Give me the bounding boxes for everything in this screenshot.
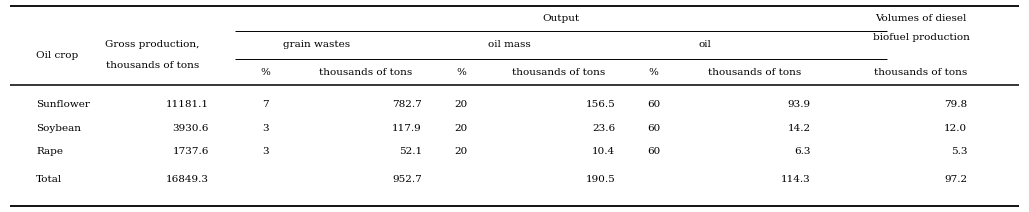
Text: Gross production,: Gross production, xyxy=(105,40,200,49)
Text: Oil crop: Oil crop xyxy=(36,51,78,60)
Text: Sunflower: Sunflower xyxy=(36,100,90,109)
Text: grain wastes: grain wastes xyxy=(283,40,351,49)
Text: 156.5: 156.5 xyxy=(586,100,615,109)
Text: 23.6: 23.6 xyxy=(593,124,615,133)
Text: 3: 3 xyxy=(262,147,269,156)
Text: Total: Total xyxy=(36,175,63,184)
Text: 7: 7 xyxy=(262,100,269,109)
Text: 782.7: 782.7 xyxy=(392,100,422,109)
Text: thousands of tons: thousands of tons xyxy=(708,68,801,77)
Text: 20: 20 xyxy=(455,100,467,109)
Text: thousands of tons: thousands of tons xyxy=(875,68,967,77)
Text: Soybean: Soybean xyxy=(36,124,81,133)
Text: Rape: Rape xyxy=(36,147,63,156)
Text: 97.2: 97.2 xyxy=(945,175,967,184)
Text: 952.7: 952.7 xyxy=(392,175,422,184)
Text: oil mass: oil mass xyxy=(488,40,531,49)
Text: 10.4: 10.4 xyxy=(593,147,615,156)
Text: 79.8: 79.8 xyxy=(945,100,967,109)
Text: Volumes of diesel: Volumes of diesel xyxy=(876,14,966,22)
Text: 52.1: 52.1 xyxy=(399,147,422,156)
Text: thousands of tons: thousands of tons xyxy=(106,61,199,70)
Text: 20: 20 xyxy=(455,147,467,156)
Text: 93.9: 93.9 xyxy=(788,100,811,109)
Text: %: % xyxy=(260,68,271,77)
Text: 14.2: 14.2 xyxy=(788,124,811,133)
Text: 60: 60 xyxy=(647,124,660,133)
Text: 60: 60 xyxy=(647,100,660,109)
Text: 5.3: 5.3 xyxy=(951,147,967,156)
Text: thousands of tons: thousands of tons xyxy=(512,68,605,77)
Text: oil: oil xyxy=(699,40,711,49)
Text: 12.0: 12.0 xyxy=(945,124,967,133)
Text: 6.3: 6.3 xyxy=(794,147,811,156)
Text: 190.5: 190.5 xyxy=(586,175,615,184)
Text: 20: 20 xyxy=(455,124,467,133)
Text: 117.9: 117.9 xyxy=(392,124,422,133)
Text: 1737.6: 1737.6 xyxy=(173,147,209,156)
Text: %: % xyxy=(456,68,466,77)
Text: biofuel production: biofuel production xyxy=(873,33,969,42)
Text: thousands of tons: thousands of tons xyxy=(319,68,412,77)
Text: 16849.3: 16849.3 xyxy=(166,175,209,184)
Text: 3: 3 xyxy=(262,124,269,133)
Text: 3930.6: 3930.6 xyxy=(173,124,209,133)
Text: 11181.1: 11181.1 xyxy=(166,100,209,109)
Text: Output: Output xyxy=(542,14,579,22)
Text: 114.3: 114.3 xyxy=(781,175,811,184)
Text: %: % xyxy=(648,68,659,77)
Text: 60: 60 xyxy=(647,147,660,156)
